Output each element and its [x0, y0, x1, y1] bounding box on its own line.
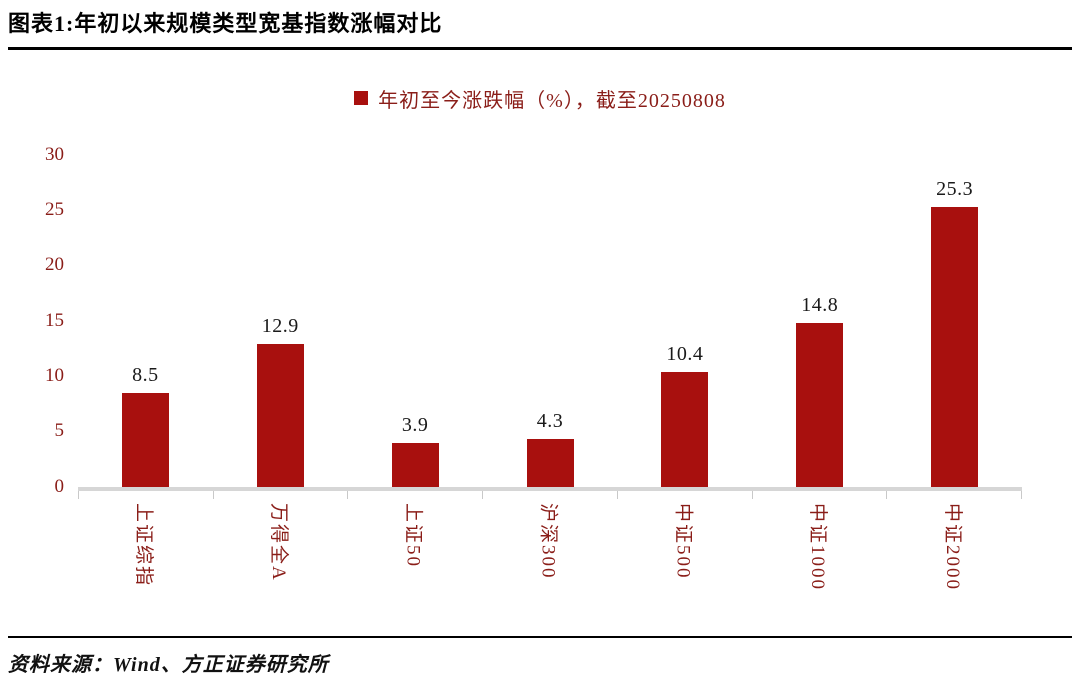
bar-value-label: 3.9	[401, 414, 429, 437]
bar-value-label: 4.3	[536, 410, 564, 433]
axis-tick	[616, 490, 752, 499]
chart-footer: 资料来源：Wind、方正证券研究所	[8, 636, 1072, 677]
bar	[796, 322, 844, 487]
legend-label: 年初至今涨跌幅（%），截至20250808	[378, 89, 726, 112]
y-tick-label: 25	[45, 198, 64, 220]
plot-area: 8.5 12.9 3.9 4.3 10.4 14.8 25.3	[78, 155, 1022, 491]
category-cell: 上证50	[348, 503, 483, 591]
category-label: 中证1000	[807, 502, 829, 591]
bar-value-label: 12.9	[261, 314, 299, 337]
bar	[931, 206, 979, 487]
category-label: 万得全A	[267, 502, 289, 582]
bar-chart: 0 5 10 15 20 25 30 8.5 12.9 3.9 4.3 10.4 14.8 25.3 上…	[8, 144, 1072, 591]
y-tick-label: 20	[45, 254, 64, 276]
chart-legend: 年初至今涨跌幅（%），截至20250808	[8, 84, 1072, 113]
bar-column: 4.3	[483, 155, 618, 487]
bar-column: 25.3	[887, 155, 1022, 487]
bar-column: 3.9	[348, 155, 483, 487]
category-label: 上证综指	[132, 502, 154, 587]
axis-tick	[751, 490, 887, 499]
axis-tick	[78, 490, 213, 499]
bar-value-label: 14.8	[801, 293, 839, 316]
legend-square-icon	[354, 91, 369, 106]
bar	[121, 392, 169, 487]
source-note: 资料来源：Wind、方正证券研究所	[8, 654, 329, 676]
axis-tick	[212, 490, 348, 499]
category-cell: 中证1000	[752, 503, 887, 591]
chart-title: 图表1:年初以来规模类型宽基指数涨幅对比	[8, 11, 443, 36]
bar-column: 12.9	[213, 155, 348, 487]
x-axis-labels: 上证综指 万得全A 上证50 沪深300 中证500 中证1000 中证2000	[78, 503, 1022, 591]
y-tick-label: 10	[45, 364, 64, 386]
bar-column: 14.8	[752, 155, 887, 487]
y-tick-label: 15	[45, 309, 64, 331]
bar-column: 8.5	[78, 155, 213, 487]
bar	[391, 443, 439, 487]
axis-tick	[482, 490, 617, 499]
y-axis: 0 5 10 15 20 25 30	[8, 144, 78, 497]
y-tick-label: 30	[45, 143, 64, 165]
bar-value-label: 25.3	[936, 177, 974, 200]
bar	[256, 343, 304, 487]
category-cell: 中证500	[617, 503, 752, 591]
category-cell: 中证2000	[887, 503, 1022, 591]
category-cell: 沪深300	[483, 503, 618, 591]
bar	[526, 439, 574, 487]
bar-series: 8.5 12.9 3.9 4.3 10.4 14.8 25.3	[78, 155, 1022, 487]
category-cell: 万得全A	[213, 503, 348, 591]
chart-body: 0 5 10 15 20 25 30 8.5 12.9 3.9 4.3 10.4 14.8 25.3 上…	[8, 144, 1022, 591]
y-tick-label: 5	[54, 420, 65, 442]
x-axis-ticks	[78, 490, 1022, 499]
axis-tick	[347, 490, 482, 499]
chart-header: 图表1:年初以来规模类型宽基指数涨幅对比	[8, 10, 1072, 50]
axis-tick	[886, 490, 1021, 499]
category-label: 上证50	[402, 502, 424, 568]
category-label: 沪深300	[537, 502, 559, 580]
category-cell: 上证综指	[78, 503, 213, 591]
category-label: 中证500	[672, 502, 694, 580]
bar-column: 10.4	[617, 155, 752, 487]
bar	[661, 371, 709, 487]
bar-value-label: 10.4	[666, 342, 704, 365]
y-tick-label: 0	[54, 475, 65, 497]
category-label: 中证2000	[942, 502, 964, 591]
plot-column: 8.5 12.9 3.9 4.3 10.4 14.8 25.3 上证综指 万得全A 上证50 沪深…	[78, 155, 1022, 591]
bar-value-label: 8.5	[132, 363, 159, 386]
